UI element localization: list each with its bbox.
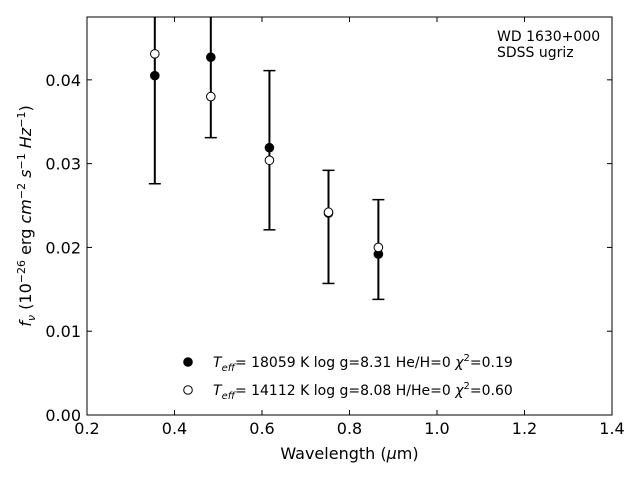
x-tick-label: 0.4	[162, 419, 187, 438]
point-model-2	[264, 155, 275, 166]
point-model-2	[323, 207, 334, 218]
x-tick-label: 0.6	[249, 419, 274, 438]
ylabel-erg: erg	[16, 224, 35, 260]
legend-rest: = 14112 K log g=8.08 H/He=0	[235, 383, 455, 399]
x-tick-label: 0.8	[337, 419, 362, 438]
x-tick-label: 1.4	[599, 419, 624, 438]
legend-sup: 2	[464, 353, 470, 364]
xlabel-tail: m)	[397, 444, 419, 463]
y-tick-label: 0.00	[45, 406, 81, 425]
y-tick-label: 0.01	[45, 322, 81, 341]
ylabel-cm: cm	[16, 199, 35, 223]
legend-tail: =0.19	[470, 355, 513, 371]
ylabel-e2: −2	[15, 183, 28, 199]
ylabel-close: )	[16, 105, 35, 111]
ylabel-e1: −26	[15, 260, 28, 283]
legend-chi: χ	[454, 355, 464, 371]
legend-entry-1: Teff= 18059 K log g=8.31 He/H=0 χ2=0.19	[213, 353, 513, 374]
ylabel-e3: −1	[15, 153, 28, 169]
point-model-1	[264, 142, 275, 153]
plot-area: 0.2 0.4 0.6 0.8 1.0 1.2 1.4 0.00 0.01 0.02 0.03 0.0…	[45, 16, 625, 438]
x-tick-label: 1.2	[512, 419, 537, 438]
legend-entry-2: Teff= 14112 K log g=8.08 H/He=0 χ2=0.60	[213, 381, 513, 402]
annotation-object: WD 1630+000	[497, 29, 600, 45]
legend-marker-filled	[183, 357, 193, 367]
legend-sup: 2	[464, 381, 470, 392]
point-model-2	[150, 49, 160, 59]
x-axis-label-text: Wavelength (μm)	[280, 444, 418, 463]
ylabel-open: (10	[16, 283, 35, 315]
x-axis-label: Wavelength (μm)	[280, 444, 418, 463]
ylabel-f: f	[16, 319, 35, 327]
y-tick-label: 0.04	[45, 71, 81, 90]
legend-T: T	[213, 383, 223, 399]
xlabel-mu: μ	[386, 444, 397, 463]
y-tick-label: 0.03	[45, 155, 81, 174]
point-model-1	[150, 70, 160, 81]
ylabel-e4: −1	[15, 112, 28, 128]
ylabel-nu: ν	[25, 315, 38, 321]
y-axis-label: fν (10−26 erg cm−2 s−1 Hz−1)	[15, 105, 38, 326]
legend-sub: eff	[222, 391, 237, 402]
y-tick-label: 0.02	[45, 238, 81, 257]
legend-marker-open	[183, 385, 193, 395]
annotation-survey: SDSS ugriz	[497, 45, 574, 61]
ylabel-s: s	[16, 170, 35, 183]
legend-sub: eff	[222, 363, 237, 374]
x-tick-label: 0.2	[74, 419, 99, 438]
legend-rest: = 18059 K log g=8.31 He/H=0	[235, 355, 455, 371]
legend-tail: =0.60	[470, 383, 513, 399]
legend: Teff= 18059 K log g=8.31 He/H=0 χ2=0.19T…	[183, 353, 513, 402]
legend-T: T	[213, 355, 223, 371]
point-model-2	[373, 242, 384, 253]
xlabel-main: Wavelength (	[280, 444, 386, 463]
y-axis-label-text: fν (10−26 erg cm−2 s−1 Hz−1)	[15, 105, 38, 326]
x-tick-label: 1.0	[424, 419, 449, 438]
legend-chi: χ	[454, 383, 464, 399]
point-model-1	[206, 52, 216, 63]
point-model-2	[206, 91, 216, 102]
ylabel-hz: Hz	[16, 127, 35, 153]
